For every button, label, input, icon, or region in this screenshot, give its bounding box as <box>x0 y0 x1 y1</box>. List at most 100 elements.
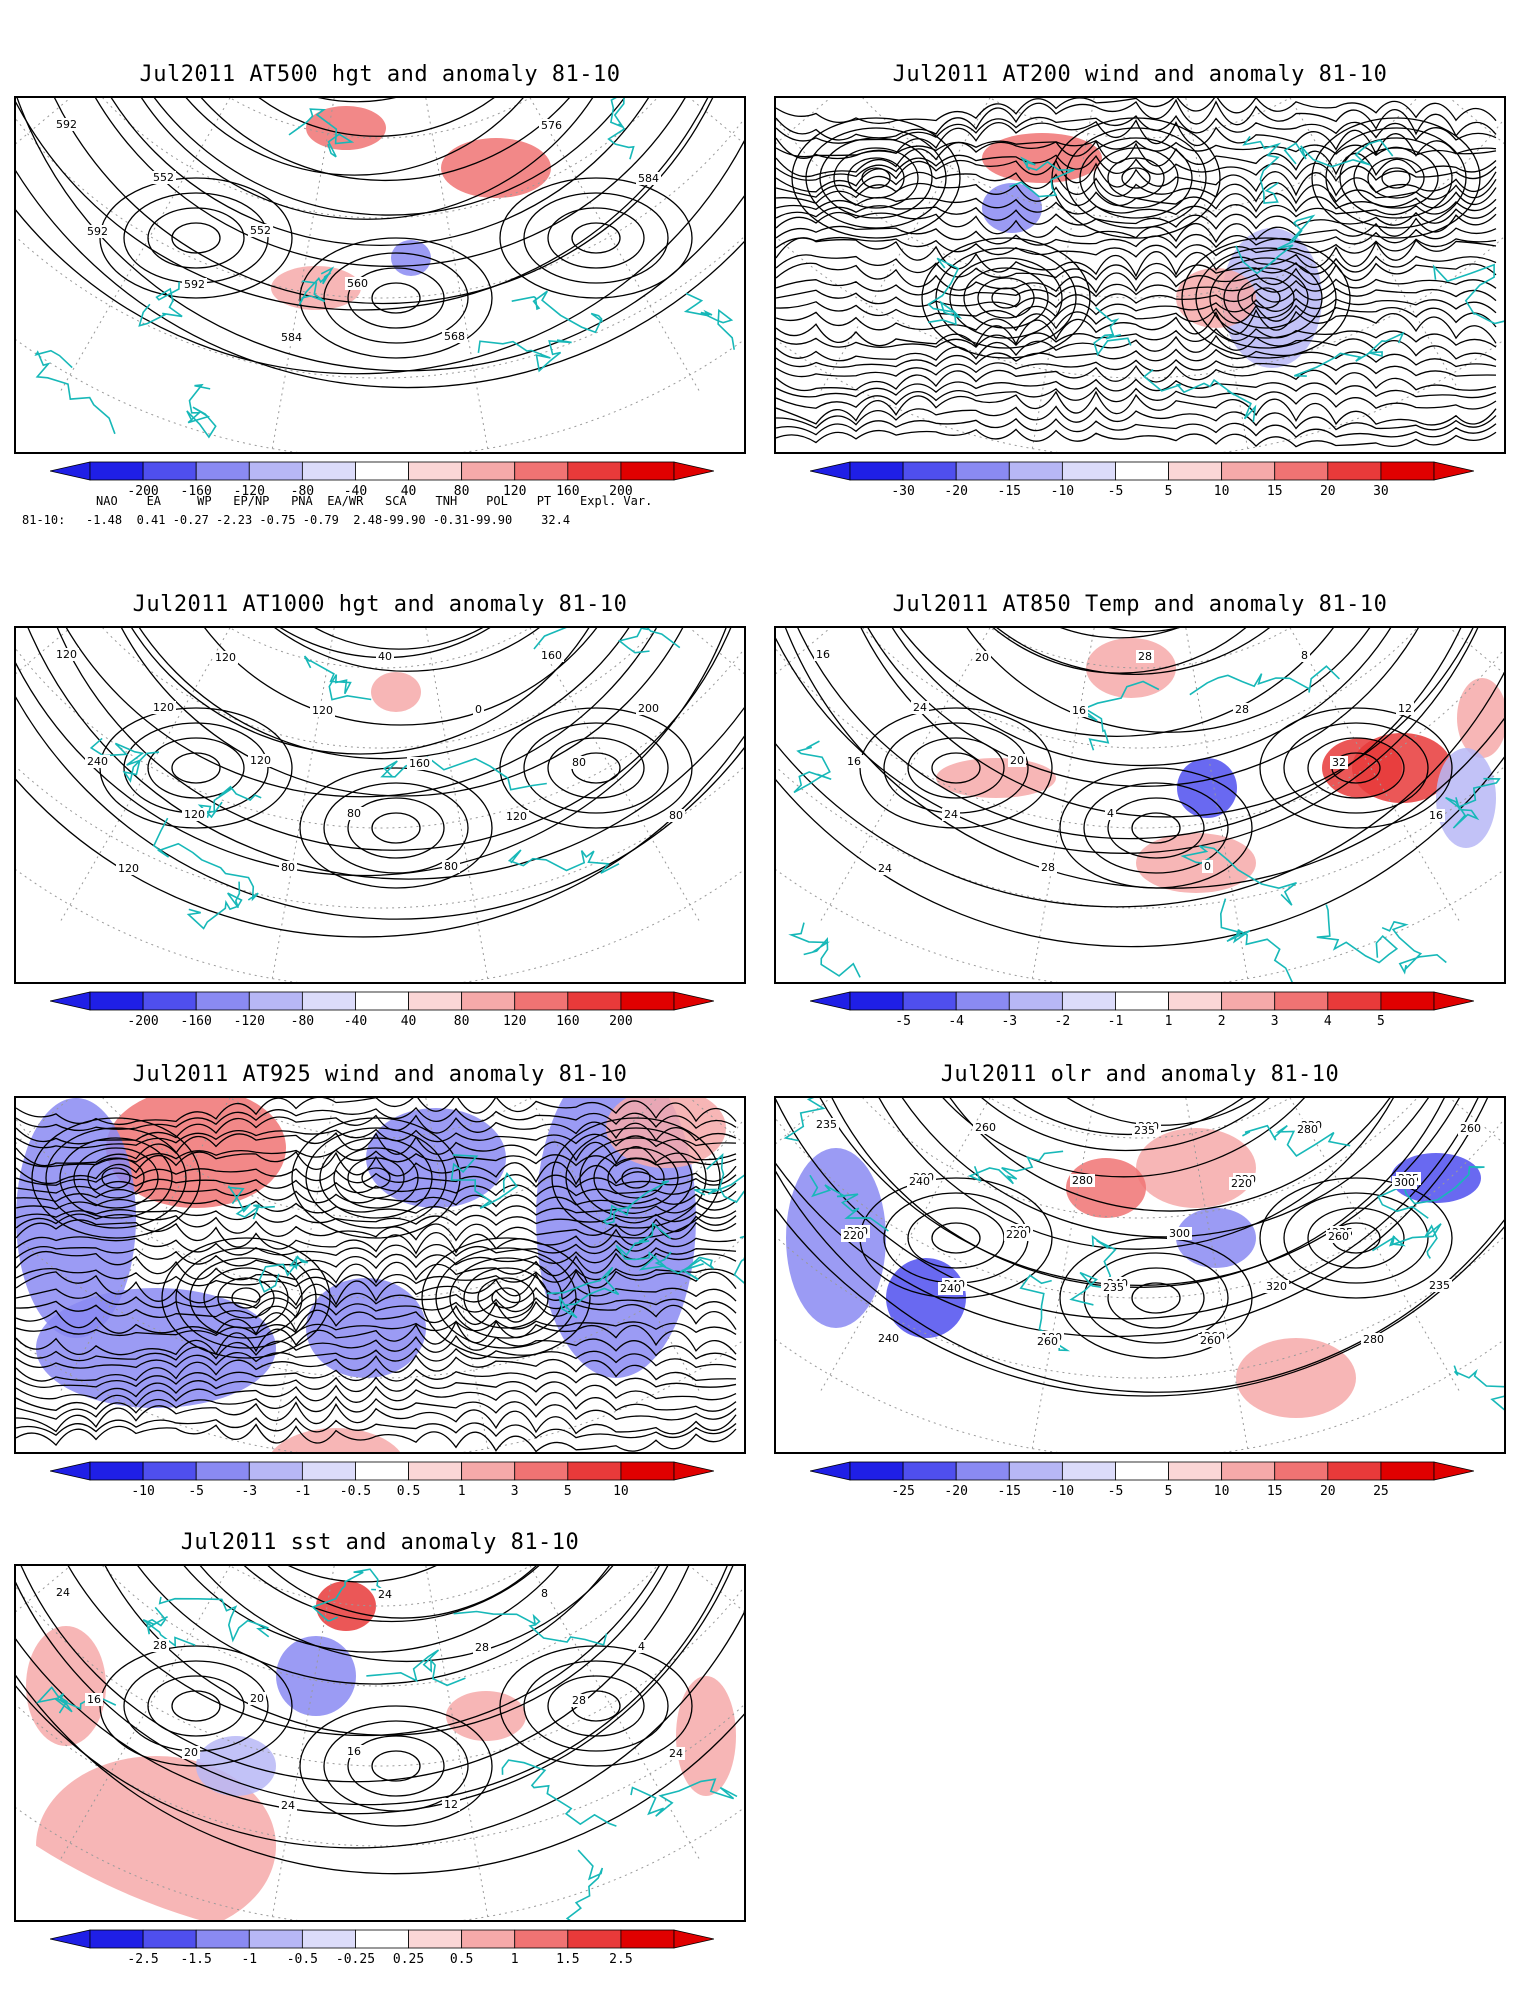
colorbar-arrow-right <box>673 1461 714 1481</box>
colorbar-swatch <box>1168 1461 1223 1481</box>
colorbar-tick-label: 2.5 <box>609 1952 633 1967</box>
contour-label: 24 <box>669 1747 683 1760</box>
colorbar-tick-label: 5 <box>1164 1484 1173 1499</box>
colorbar-ticks: -30 -20 -15 -10 -5 5 10 15 20 30 <box>810 484 1474 502</box>
panel-at200-wind: Jul2011 AT200 wind and anomaly 81-10 -30-… <box>774 62 1506 502</box>
map-svg: 2352002802402602202352202401802002202352… <box>776 1098 1504 1452</box>
meridian-line <box>425 98 489 452</box>
coastline <box>1009 156 1075 198</box>
contour-label-bg <box>442 1798 460 1811</box>
coastline <box>788 922 861 978</box>
contour-line <box>131 628 590 755</box>
meridian-line <box>789 1098 991 1445</box>
contour-label: 300 <box>1169 1227 1190 1240</box>
anomaly-shading <box>786 1148 886 1328</box>
coastline <box>1381 920 1447 975</box>
meridian-line <box>789 628 991 975</box>
streamline <box>16 1219 737 1255</box>
colorbar-tick-label: 3 <box>510 1484 519 1499</box>
colorbar-tick-label: 25 <box>1373 1484 1389 1499</box>
contour-label: 260 <box>1200 1334 1221 1347</box>
contour-line <box>258 98 495 137</box>
streamline <box>203 1267 289 1329</box>
contour-line <box>949 1098 1391 1212</box>
streamline <box>819 137 933 219</box>
contour-label: 16 <box>1072 704 1086 717</box>
contour-line <box>16 1674 744 1875</box>
contour-label: 552 <box>250 224 271 237</box>
map-area: 24 28 20 16 12 8 4 16 20 24 24 28 28 24 <box>14 1564 746 1922</box>
panel-at850-temp: Jul2011 AT850 Temp and anomaly 81-10 16 24… <box>774 592 1506 1032</box>
streamline <box>579 1137 693 1219</box>
contour-label: 12 <box>1398 702 1412 715</box>
contour-line <box>16 139 744 375</box>
coastline <box>1242 135 1282 204</box>
panel-olr: Jul2011 olr and anomaly 81-10 23520028024… <box>774 1062 1506 1502</box>
contour-label-bg <box>539 649 564 662</box>
streamline <box>16 1368 737 1389</box>
colorbar-svg <box>50 1461 714 1481</box>
contour-label-bg <box>667 809 685 822</box>
streamline <box>16 1209 737 1227</box>
meridian-line <box>529 1566 731 1913</box>
contour-label-bg <box>876 1332 901 1345</box>
projection-mask <box>16 1566 744 1920</box>
contour-line <box>347 1735 445 1797</box>
streamline <box>16 1320 737 1356</box>
colorbar-swatch <box>142 461 197 481</box>
colorbar-ticks: -5 -4 -3 -2 -1 1 2 3 4 5 <box>810 1014 1474 1032</box>
contour-label: 592 <box>184 278 205 291</box>
colorbar-tick-label: -10 <box>131 1484 155 1499</box>
colorbar-arrow-right <box>673 461 714 481</box>
contour-label: 80 <box>444 860 458 873</box>
streamline <box>16 1395 737 1421</box>
contour-line <box>67 1566 660 1737</box>
colorbar-svg <box>50 461 714 481</box>
colorbar-tick-label: -5 <box>895 1014 911 1029</box>
contour-line <box>776 1170 1504 1393</box>
colorbar-tick-label: 0.5 <box>396 1484 421 1499</box>
contour-line <box>65 628 657 798</box>
coastline <box>1294 331 1405 377</box>
streamline <box>776 236 1497 259</box>
streamline <box>776 139 1497 178</box>
contour-label-bg <box>54 118 79 131</box>
colorbar-ticks: -25 -20 -15 -10 -5 5 10 15 20 25 <box>810 1484 1474 1502</box>
streamline <box>16 1150 737 1186</box>
coastline <box>809 1174 889 1232</box>
streamline <box>1195 247 1337 349</box>
contour-line <box>1059 1237 1253 1359</box>
colorbar-swatch <box>248 1929 303 1949</box>
contour-line <box>185 98 524 176</box>
streamline <box>16 1106 737 1132</box>
contour-line <box>16 169 744 389</box>
colorbar-swatch <box>195 1461 250 1481</box>
contour-line <box>819 1098 1460 1286</box>
contour-label: 235 <box>1103 1281 1124 1294</box>
meridian-line <box>529 98 731 445</box>
contour-line <box>867 628 1419 787</box>
streamline <box>1223 267 1309 329</box>
colorbar-swatch <box>355 1929 409 1949</box>
contour-line <box>199 1566 614 1662</box>
streamline <box>31 1117 201 1239</box>
projection-mask <box>16 98 744 452</box>
contour-label-bg <box>1167 1227 1192 1240</box>
panel-title: Jul2011 olr and anomaly 81-10 <box>940 1062 1340 1087</box>
contour-line <box>1066 1098 1257 1126</box>
streamline <box>776 334 1497 362</box>
streamline <box>776 262 1497 294</box>
contour-line <box>776 628 1479 854</box>
colorbar-svg <box>810 461 1474 481</box>
streamline <box>776 205 1497 230</box>
streamline <box>87 1157 145 1199</box>
coastline <box>1219 898 1293 982</box>
contour-line <box>899 628 1334 737</box>
colorbar-swatch <box>89 1929 144 1949</box>
colorbar-swatch <box>301 991 356 1011</box>
colorbar-swatch <box>1008 1461 1063 1481</box>
anomaly-shading <box>1322 738 1402 798</box>
contour-line <box>138 628 630 760</box>
contour-line <box>288 1566 437 1583</box>
contour-label: 260 <box>1037 1335 1058 1348</box>
